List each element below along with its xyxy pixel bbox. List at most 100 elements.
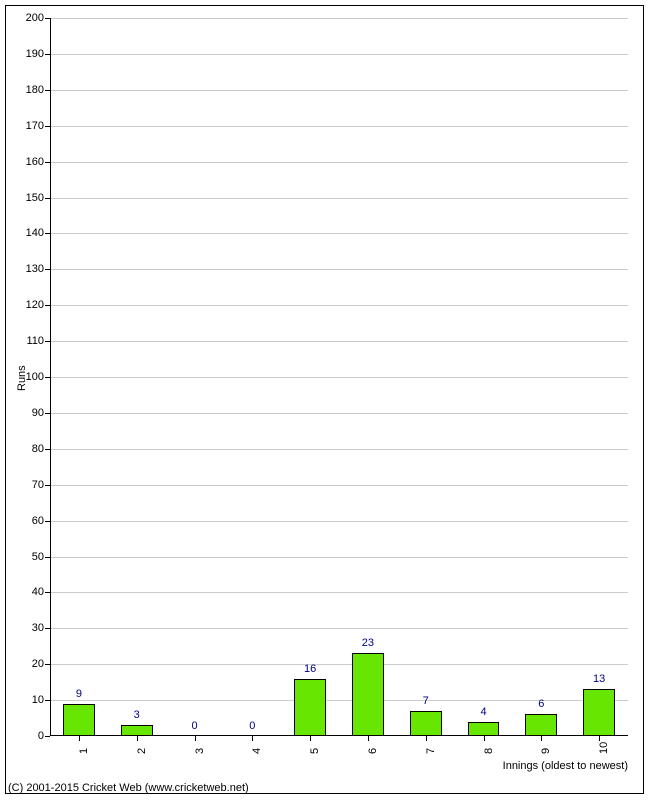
y-tick-label: 180 — [20, 84, 44, 96]
gridline — [50, 233, 628, 234]
x-tick-mark — [484, 736, 485, 741]
x-tick-mark — [541, 736, 542, 741]
x-tick-mark — [252, 736, 253, 741]
y-axis-label: Runs — [16, 365, 28, 391]
y-tick-mark — [45, 18, 50, 19]
bar-value-label: 0 — [249, 720, 255, 732]
gridline — [50, 90, 628, 91]
gridline — [50, 126, 628, 127]
y-tick-mark — [45, 628, 50, 629]
y-tick-mark — [45, 305, 50, 306]
y-tick-label: 50 — [20, 551, 44, 563]
y-tick-label: 30 — [20, 622, 44, 634]
y-axis-line — [50, 18, 51, 736]
x-tick-label: 2 — [136, 748, 148, 754]
y-tick-mark — [45, 90, 50, 91]
gridline — [50, 449, 628, 450]
x-axis-label: Innings (oldest to newest) — [503, 760, 628, 772]
y-tick-label: 190 — [20, 48, 44, 60]
bar-value-label: 9 — [76, 688, 82, 700]
x-tick-mark — [195, 736, 196, 741]
y-tick-mark — [45, 700, 50, 701]
x-tick-mark — [310, 736, 311, 741]
bar — [410, 711, 442, 736]
x-tick-label: 9 — [540, 748, 552, 754]
x-tick-label: 6 — [367, 748, 379, 754]
gridline — [50, 413, 628, 414]
y-tick-mark — [45, 198, 50, 199]
gridline — [50, 521, 628, 522]
x-tick-label: 4 — [251, 748, 263, 754]
x-tick-mark — [79, 736, 80, 741]
y-tick-mark — [45, 54, 50, 55]
gridline — [50, 664, 628, 665]
y-tick-mark — [45, 377, 50, 378]
y-tick-label: 140 — [20, 227, 44, 239]
y-tick-mark — [45, 736, 50, 737]
y-tick-label: 70 — [20, 479, 44, 491]
bar-value-label: 16 — [304, 663, 316, 675]
y-tick-label: 130 — [20, 263, 44, 275]
y-tick-mark — [45, 162, 50, 163]
gridline — [50, 485, 628, 486]
x-tick-label: 10 — [598, 742, 610, 754]
y-tick-mark — [45, 341, 50, 342]
y-tick-mark — [45, 449, 50, 450]
y-tick-label: 80 — [20, 443, 44, 455]
y-tick-label: 160 — [20, 156, 44, 168]
gridline — [50, 162, 628, 163]
gridline — [50, 557, 628, 558]
y-tick-mark — [45, 126, 50, 127]
gridline — [50, 54, 628, 55]
bar-value-label: 13 — [593, 673, 605, 685]
gridline — [50, 269, 628, 270]
gridline — [50, 305, 628, 306]
y-tick-label: 170 — [20, 120, 44, 132]
y-tick-label: 60 — [20, 515, 44, 527]
chart-container: 9300162374613 01020304050607080901001101… — [0, 0, 650, 800]
bar-value-label: 3 — [134, 709, 140, 721]
y-tick-mark — [45, 269, 50, 270]
x-tick-label: 3 — [194, 748, 206, 754]
bar-value-label: 6 — [538, 698, 544, 710]
plot-area: 9 3 0 0 16 23 7 4 6 13 — [50, 18, 628, 736]
x-tick-mark — [368, 736, 369, 741]
y-tick-label: 0 — [20, 730, 44, 742]
y-tick-label: 90 — [20, 407, 44, 419]
bar-value-label: 0 — [191, 720, 197, 732]
y-tick-mark — [45, 592, 50, 593]
y-tick-mark — [45, 485, 50, 486]
y-tick-mark — [45, 664, 50, 665]
bar-value-label: 4 — [480, 706, 486, 718]
y-tick-mark — [45, 233, 50, 234]
copyright-text: (C) 2001-2015 Cricket Web (www.cricketwe… — [8, 782, 249, 794]
x-tick-mark — [599, 736, 600, 741]
bar — [352, 653, 384, 736]
x-tick-label: 5 — [309, 748, 321, 754]
x-tick-label: 7 — [425, 748, 437, 754]
y-tick-label: 20 — [20, 658, 44, 670]
bar-value-label: 23 — [362, 637, 374, 649]
y-tick-label: 200 — [20, 12, 44, 24]
y-tick-label: 110 — [20, 335, 44, 347]
gridline — [50, 377, 628, 378]
gridline — [50, 628, 628, 629]
y-tick-mark — [45, 557, 50, 558]
y-tick-mark — [45, 413, 50, 414]
bar-value-label: 7 — [423, 695, 429, 707]
bar — [525, 714, 557, 736]
gridline — [50, 592, 628, 593]
bar — [294, 679, 326, 736]
bar — [583, 689, 615, 736]
x-tick-mark — [137, 736, 138, 741]
x-tick-label: 8 — [483, 748, 495, 754]
y-tick-mark — [45, 521, 50, 522]
x-tick-label: 1 — [78, 748, 90, 754]
y-tick-label: 150 — [20, 192, 44, 204]
gridline — [50, 198, 628, 199]
y-tick-label: 10 — [20, 694, 44, 706]
gridline — [50, 341, 628, 342]
y-tick-label: 40 — [20, 586, 44, 598]
x-tick-mark — [426, 736, 427, 741]
y-tick-label: 120 — [20, 299, 44, 311]
